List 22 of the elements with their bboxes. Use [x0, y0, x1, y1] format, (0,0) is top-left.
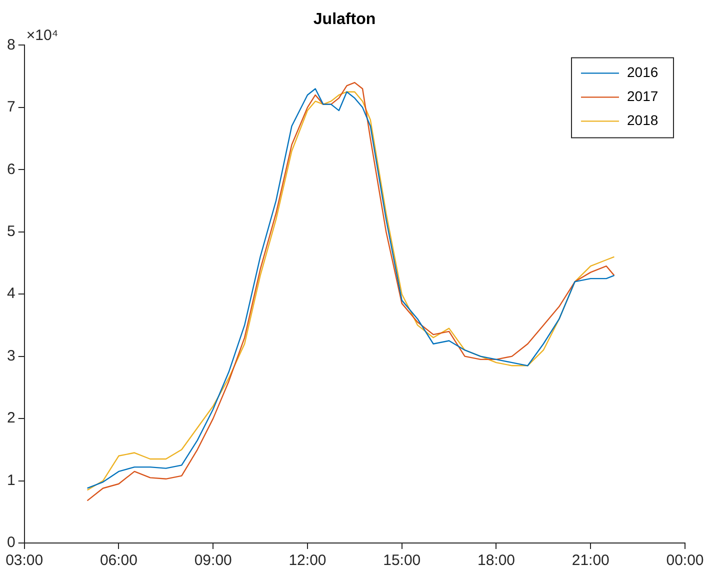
chart-title: Julafton — [313, 11, 376, 28]
x-tick-label: 12:00 — [288, 552, 326, 570]
x-tick-label: 21:00 — [572, 552, 610, 570]
legend-label: 2018 — [627, 112, 658, 128]
x-tick-label: 09:00 — [194, 552, 232, 570]
y-tick-label: 4 — [7, 285, 16, 302]
y-tick-label: 2 — [7, 410, 16, 427]
y-tick-label: 5 — [7, 223, 16, 240]
y-tick-label: 0 — [7, 534, 16, 552]
y-tick-label: 8 — [7, 36, 16, 54]
x-tick-label: 18:00 — [477, 552, 516, 570]
legend-label: 2017 — [627, 88, 658, 104]
y-tick-label: 7 — [7, 98, 16, 116]
y-tick-label: 1 — [7, 472, 16, 489]
x-tick-label: 06:00 — [100, 552, 138, 570]
text: ×10⁴ — [26, 26, 58, 44]
x-tick-label: 15:00 — [383, 552, 421, 570]
y-tick-label: 6 — [7, 160, 16, 178]
y-tick-label: 3 — [7, 347, 16, 364]
x-tick-label: 00:00 — [666, 552, 704, 570]
x-tick-label: 03:00 — [6, 552, 44, 570]
legend-label: 2016 — [627, 64, 658, 80]
